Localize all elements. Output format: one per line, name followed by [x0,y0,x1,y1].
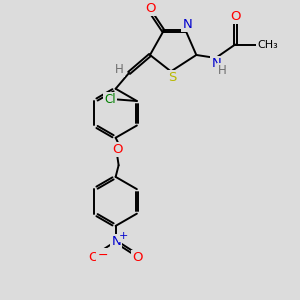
Text: O: O [88,251,99,264]
Text: N: N [111,235,121,248]
Text: O: O [133,251,143,264]
Text: O: O [145,2,155,15]
Text: CH₃: CH₃ [257,40,278,50]
Text: −: − [97,249,108,262]
Text: H: H [218,64,227,77]
Text: O: O [230,10,241,23]
Text: O: O [112,143,122,156]
Text: Cl: Cl [104,93,116,106]
Text: N: N [182,18,192,31]
Text: N: N [212,57,221,70]
Text: S: S [168,71,177,85]
Text: H: H [115,63,124,76]
Text: +: + [119,231,128,241]
